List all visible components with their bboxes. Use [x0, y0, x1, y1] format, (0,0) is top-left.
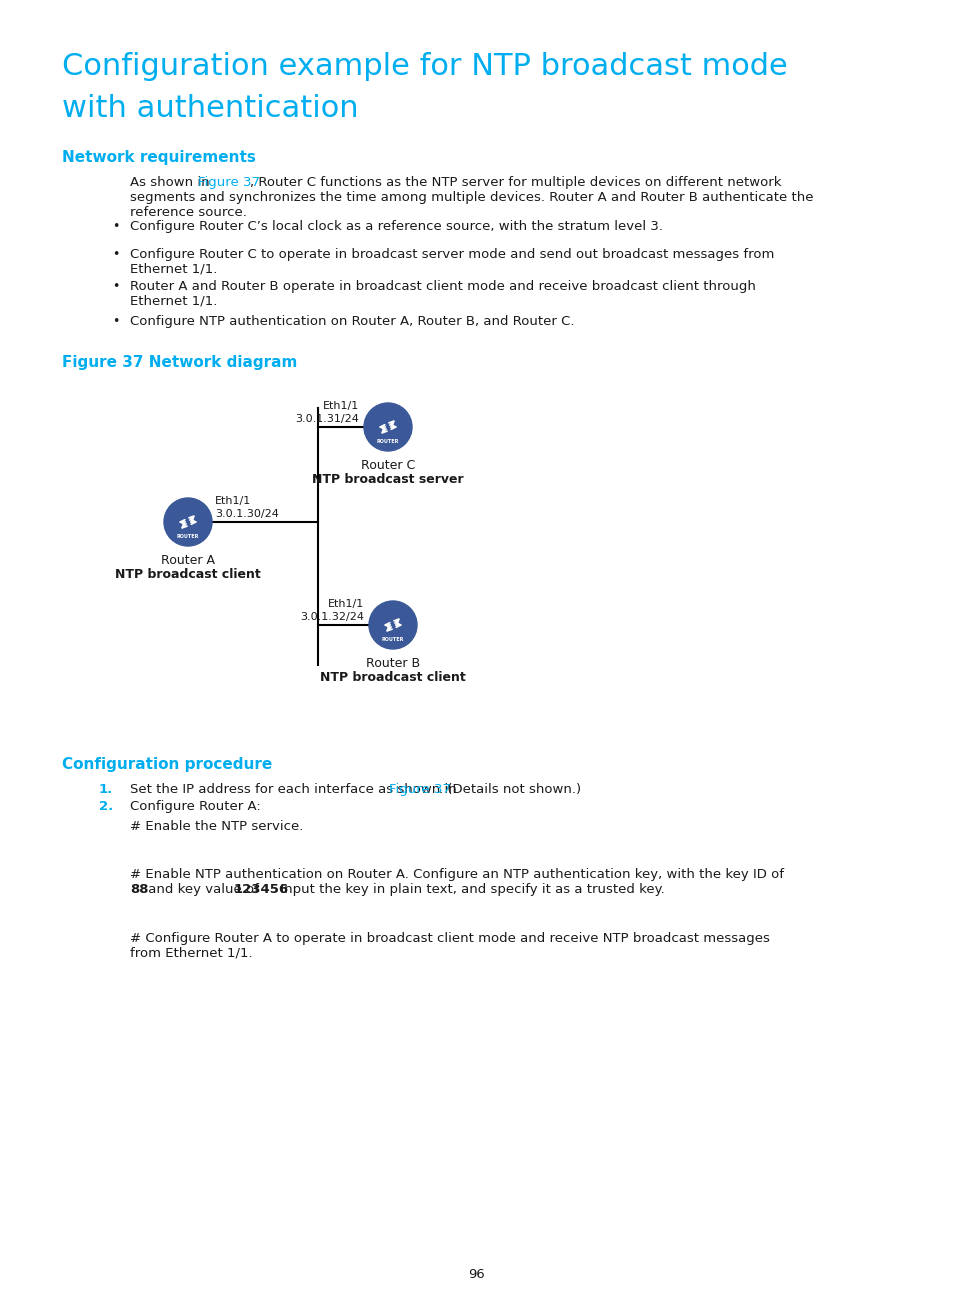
Text: and key value of: and key value of — [144, 883, 263, 896]
Text: Figure 37: Figure 37 — [389, 783, 451, 796]
Text: . Input the key in plain text, and specify it as a trusted key.: . Input the key in plain text, and speci… — [272, 883, 664, 896]
Text: Configuration example for NTP broadcast mode: Configuration example for NTP broadcast … — [62, 52, 787, 80]
Text: Configure NTP authentication on Router A, Router B, and Router C.: Configure NTP authentication on Router A… — [130, 315, 574, 328]
Circle shape — [367, 407, 408, 447]
Text: reference source.: reference source. — [130, 206, 247, 219]
Text: 88: 88 — [130, 883, 149, 896]
Text: •: • — [112, 220, 119, 233]
Text: As shown in: As shown in — [130, 176, 213, 189]
Circle shape — [168, 502, 208, 543]
Text: Router A: Router A — [161, 553, 214, 568]
Text: 123456: 123456 — [233, 883, 289, 896]
Text: Eth1/1: Eth1/1 — [328, 599, 364, 609]
Text: segments and synchronizes the time among multiple devices. Router A and Router B: segments and synchronizes the time among… — [130, 191, 813, 203]
Text: 2.: 2. — [99, 800, 113, 813]
Text: 3.0.1.31/24: 3.0.1.31/24 — [294, 413, 358, 424]
Text: Ethernet 1/1.: Ethernet 1/1. — [130, 263, 217, 276]
Text: 3.0.1.30/24: 3.0.1.30/24 — [214, 509, 278, 518]
Text: NTP broadcast server: NTP broadcast server — [312, 473, 463, 486]
Text: Network requirements: Network requirements — [62, 150, 255, 165]
Circle shape — [164, 498, 212, 546]
Circle shape — [373, 605, 413, 645]
Circle shape — [369, 601, 416, 649]
Text: Eth1/1: Eth1/1 — [322, 400, 358, 411]
Text: Router B: Router B — [366, 657, 419, 670]
Text: # Enable the NTP service.: # Enable the NTP service. — [130, 820, 303, 833]
Text: Router C: Router C — [360, 459, 415, 472]
Text: 3.0.1.32/24: 3.0.1.32/24 — [299, 612, 364, 622]
Text: # Configure Router A to operate in broadcast client mode and receive NTP broadca: # Configure Router A to operate in broad… — [130, 932, 769, 945]
Text: ROUTER: ROUTER — [376, 439, 398, 445]
Text: Router A and Router B operate in broadcast client mode and receive broadcast cli: Router A and Router B operate in broadca… — [130, 280, 755, 293]
Circle shape — [364, 403, 412, 451]
Text: Figure 37 Network diagram: Figure 37 Network diagram — [62, 355, 297, 369]
Text: 96: 96 — [468, 1267, 485, 1280]
Text: with authentication: with authentication — [62, 95, 358, 123]
Text: Ethernet 1/1.: Ethernet 1/1. — [130, 295, 217, 308]
Text: Configure Router A:: Configure Router A: — [130, 800, 260, 813]
Text: ROUTER: ROUTER — [176, 534, 199, 539]
Text: ROUTER: ROUTER — [381, 636, 404, 642]
Text: Configure Router C’s local clock as a reference source, with the stratum level 3: Configure Router C’s local clock as a re… — [130, 220, 662, 233]
Text: Configure Router C to operate in broadcast server mode and send out broadcast me: Configure Router C to operate in broadca… — [130, 248, 774, 260]
Text: •: • — [112, 280, 119, 293]
Text: from Ethernet 1/1.: from Ethernet 1/1. — [130, 947, 253, 960]
Text: NTP broadcast client: NTP broadcast client — [320, 671, 465, 684]
Text: . (Details not shown.): . (Details not shown.) — [438, 783, 580, 796]
Text: Figure 37: Figure 37 — [198, 176, 260, 189]
Text: Configuration procedure: Configuration procedure — [62, 757, 272, 772]
Text: •: • — [112, 248, 119, 260]
Text: , Router C functions as the NTP server for multiple devices on different network: , Router C functions as the NTP server f… — [250, 176, 781, 189]
Text: •: • — [112, 315, 119, 328]
Text: NTP broadcast client: NTP broadcast client — [115, 568, 260, 581]
Text: # Enable NTP authentication on Router A. Configure an NTP authentication key, wi: # Enable NTP authentication on Router A.… — [130, 868, 783, 881]
Text: Eth1/1: Eth1/1 — [214, 496, 251, 505]
Text: 1.: 1. — [99, 783, 113, 796]
Text: Set the IP address for each interface as shown in: Set the IP address for each interface as… — [130, 783, 460, 796]
